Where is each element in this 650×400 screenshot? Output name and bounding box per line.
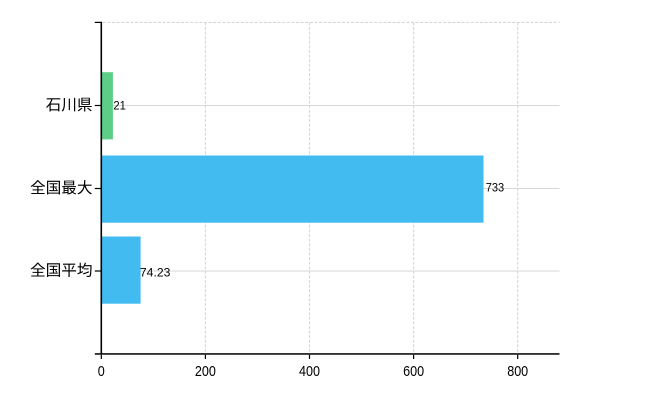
- svg-text:400: 400: [299, 363, 320, 380]
- svg-text:0: 0: [98, 363, 105, 380]
- svg-text:74.23: 74.23: [140, 267, 171, 279]
- svg-text:200: 200: [195, 363, 216, 380]
- svg-text:21: 21: [113, 101, 126, 113]
- svg-text:733: 733: [486, 183, 505, 195]
- svg-text:600: 600: [403, 363, 424, 380]
- svg-text:800: 800: [507, 363, 528, 380]
